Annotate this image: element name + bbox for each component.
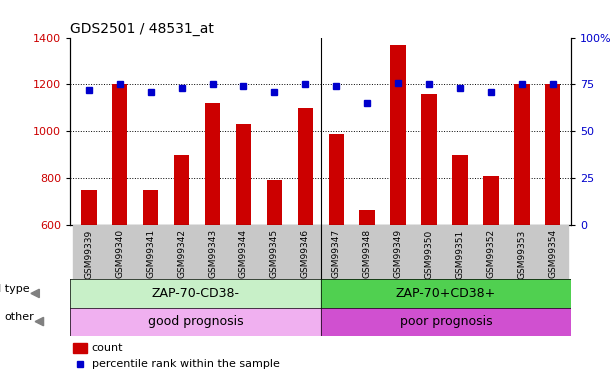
Text: GSM99341: GSM99341 (146, 230, 155, 279)
Bar (205, 103, 220, 225)
Bar (475, 225, 507, 279)
Text: GSM99353: GSM99353 (518, 230, 526, 279)
Text: GSM99342: GSM99342 (177, 230, 186, 278)
Bar (290, 225, 321, 279)
Bar (545, 84, 560, 225)
Bar (359, 210, 375, 225)
Text: GSM99339: GSM99339 (84, 230, 93, 279)
Bar (414, 225, 444, 279)
Bar (228, 225, 259, 279)
Bar (537, 225, 568, 279)
Bar (73, 225, 104, 279)
Bar (259, 225, 290, 279)
Bar (70, 279, 321, 308)
Text: GSM99344: GSM99344 (239, 230, 248, 278)
Text: GSM99350: GSM99350 (425, 230, 434, 279)
Text: other: other (4, 312, 34, 322)
Bar (143, 190, 158, 225)
Bar (321, 279, 571, 308)
Bar (390, 45, 406, 225)
Text: ZAP-70-CD38-: ZAP-70-CD38- (152, 287, 240, 300)
Bar (73, 343, 87, 352)
Polygon shape (35, 317, 43, 326)
Text: GSM99348: GSM99348 (363, 230, 371, 279)
Bar (266, 180, 282, 225)
Text: GSM99349: GSM99349 (393, 230, 403, 279)
Text: good prognosis: good prognosis (148, 315, 243, 328)
Polygon shape (31, 289, 39, 298)
Bar (321, 308, 571, 336)
Bar (166, 225, 197, 279)
Bar (174, 154, 189, 225)
Bar (298, 108, 313, 225)
Text: GSM99352: GSM99352 (486, 230, 496, 279)
Bar (444, 225, 475, 279)
Bar (70, 308, 321, 336)
Bar (329, 134, 344, 225)
Bar (452, 154, 467, 225)
Text: GSM99347: GSM99347 (332, 230, 341, 279)
Bar (483, 176, 499, 225)
Bar (422, 94, 437, 225)
Bar (112, 84, 128, 225)
Text: GDS2501 / 48531_at: GDS2501 / 48531_at (70, 22, 214, 36)
Text: GSM99345: GSM99345 (270, 230, 279, 279)
Text: count: count (92, 343, 123, 352)
Bar (352, 225, 382, 279)
Bar (321, 225, 352, 279)
Bar (81, 190, 97, 225)
Text: ZAP-70+CD38+: ZAP-70+CD38+ (396, 287, 496, 300)
Bar (197, 225, 228, 279)
Bar (104, 225, 135, 279)
Text: cell type: cell type (0, 284, 29, 294)
Text: GSM99343: GSM99343 (208, 230, 217, 279)
Text: GSM99351: GSM99351 (455, 230, 464, 279)
Text: GSM99346: GSM99346 (301, 230, 310, 279)
Text: GSM99354: GSM99354 (548, 230, 557, 279)
Bar (514, 84, 530, 225)
Bar (236, 124, 251, 225)
Text: percentile rank within the sample: percentile rank within the sample (92, 359, 279, 369)
Text: poor prognosis: poor prognosis (400, 315, 492, 328)
Bar (135, 225, 166, 279)
Bar (507, 225, 537, 279)
Text: GSM99340: GSM99340 (115, 230, 124, 279)
Bar (382, 225, 414, 279)
